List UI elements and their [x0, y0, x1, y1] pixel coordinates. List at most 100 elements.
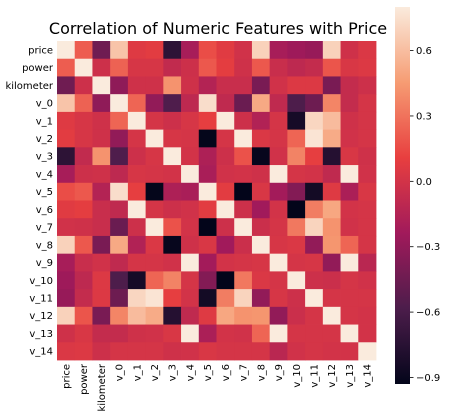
heatmap-cell-v_6-v_9: [269, 200, 288, 219]
heatmap-cell-v_11-v_8: [251, 289, 271, 308]
heatmap-cell-kilometer-v_4: [181, 76, 200, 95]
y-tick-label-v_0: v_0: [36, 99, 53, 110]
heatmap-cell-v_8-v_10: [287, 235, 306, 255]
y-tick-label-v_8: v_8: [36, 240, 53, 251]
x-tick-label-v_0: v_0: [115, 364, 126, 381]
heatmap-cell-v_0-v_13: [340, 94, 359, 113]
heatmap-cell-v_7-kilometer: [92, 218, 111, 237]
heatmap-cell-v_7-v_1: [127, 218, 147, 237]
heatmap-cell-v_13-v_3: [163, 324, 182, 343]
heatmap-cell-power-kilometer: [92, 58, 111, 77]
heatmap-cell-v_10-v_8: [251, 271, 271, 290]
x-tick-label-v_6: v_6: [221, 364, 232, 381]
heatmap-cell-v_4-v_14: [358, 165, 377, 184]
heatmap-cell-v_13-price: [57, 324, 76, 343]
heatmap-cell-v_8-price: [57, 235, 76, 255]
colorbar-tick-label: −0.6: [416, 308, 440, 319]
heatmap-cell-v_10-power: [74, 271, 93, 290]
heatmap-cell-v_12-v_0: [110, 306, 129, 325]
heatmap-cell-kilometer-v_10: [287, 76, 306, 95]
heatmap-cell-v_9-v_10: [287, 253, 306, 272]
heatmap-cell-v_3-v_13: [340, 147, 359, 166]
y-tick-label-v_1: v_1: [36, 116, 53, 127]
heatmap-cell-v_6-kilometer: [92, 200, 111, 219]
heatmap-cell-v_3-v_8: [251, 147, 271, 166]
heatmap-cell-v_1-v_10: [287, 111, 306, 131]
heatmap-cell-v_5-v_6: [216, 182, 235, 201]
heatmap-cell-v_7-v_10: [287, 218, 306, 237]
heatmap-cell-v_1-v_5: [198, 111, 217, 131]
heatmap-cell-v_1-v_14: [358, 111, 377, 131]
heatmap-cell-v_2-v_9: [269, 129, 288, 148]
heatmap-cell-v_8-v_8: [251, 235, 271, 255]
y-tick-label-v_13: v_13: [29, 329, 53, 340]
heatmap-cell-v_13-v_10: [287, 324, 306, 343]
heatmap-cell-v_14-v_14: [358, 342, 377, 361]
heatmap-cell-v_14-price: [57, 342, 76, 361]
heatmap-cell-v_10-v_5: [198, 271, 217, 290]
heatmap-cell-v_8-v_5: [198, 235, 217, 255]
heatmap-cell-v_0-v_5: [198, 94, 217, 113]
heatmap-cell-v_13-v_9: [269, 324, 288, 343]
heatmap-cell-v_3-v_12: [322, 147, 341, 166]
heatmap-cell-v_1-v_0: [110, 111, 129, 131]
heatmap-cell-v_2-v_6: [216, 129, 235, 148]
heatmap-cell-v_10-v_7: [234, 271, 253, 290]
heatmap-cell-v_13-v_11: [305, 324, 324, 343]
y-tick-label-v_7: v_7: [36, 223, 53, 234]
heatmap-cell-v_6-v_0: [110, 200, 129, 219]
heatmap-cell-v_13-v_7: [234, 324, 253, 343]
heatmap-cell-power-power: [74, 58, 93, 77]
heatmap-cell-v_5-v_10: [287, 182, 306, 201]
heatmap-cell-v_6-v_3: [163, 200, 182, 219]
heatmap-cell-v_4-price: [57, 165, 76, 184]
heatmap-cell-v_0-v_14: [358, 94, 377, 113]
heatmap-cell-kilometer-v_5: [198, 76, 217, 95]
heatmap-cell-kilometer-v_13: [340, 76, 359, 95]
y-tick-label-power: power: [22, 63, 54, 74]
heatmap-cell-v_0-power: [74, 94, 93, 113]
heatmap-cell-v_5-v_0: [110, 182, 129, 201]
heatmap-cell-v_4-v_11: [305, 165, 324, 184]
heatmap-cell-v_13-v_14: [358, 324, 377, 343]
heatmap-cell-v_5-v_2: [145, 182, 164, 201]
heatmap-cell-v_4-v_3: [163, 165, 182, 184]
heatmap-cell-v_14-v_8: [251, 342, 271, 361]
heatmap-cell-v_5-v_11: [305, 182, 324, 201]
heatmap-cell-v_0-v_11: [305, 94, 324, 113]
x-tick-label-v_4: v_4: [185, 364, 196, 381]
heatmap-cell-v_6-v_7: [234, 200, 253, 219]
heatmap-cell-v_3-v_2: [145, 147, 164, 166]
heatmap-cell-v_13-power: [74, 324, 93, 343]
heatmap-cell-v_12-v_6: [216, 306, 235, 325]
heatmap-cell-v_8-v_13: [340, 235, 359, 255]
heatmap-cell-v_5-v_1: [127, 182, 147, 201]
heatmap-cell-v_12-v_2: [145, 306, 164, 325]
heatmap-cell-v_9-v_2: [145, 253, 164, 272]
x-tick-label-v_2: v_2: [150, 364, 161, 381]
heatmap-cell-v_10-v_2: [145, 271, 164, 290]
heatmap-cell-v_1-v_11: [305, 111, 324, 131]
heatmap-cell-v_2-v_14: [358, 129, 377, 148]
heatmap-cell-price-v_7: [234, 41, 253, 60]
heatmap-cell-v_12-kilometer: [92, 306, 111, 325]
heatmap-cell-price-v_2: [145, 41, 164, 60]
heatmap-cell-v_2-v_13: [340, 129, 359, 148]
heatmap-cell-power-v_7: [234, 58, 253, 77]
heatmap-cell-v_5-v_4: [181, 182, 200, 201]
heatmap-cell-v_5-v_13: [340, 182, 359, 201]
heatmap-cell-v_1-v_9: [269, 111, 288, 131]
heatmap-cell-v_2-v_5: [198, 129, 217, 148]
heatmap-cell-v_5-power: [74, 182, 93, 201]
heatmap-cell-v_8-v_4: [181, 235, 200, 255]
heatmap-cell-v_14-v_2: [145, 342, 164, 361]
heatmap-cell-v_5-v_8: [251, 182, 271, 201]
heatmap-cell-v_7-v_11: [305, 218, 324, 237]
heatmap-cell-power-price: [57, 58, 76, 77]
heatmap-cell-kilometer-price: [57, 76, 76, 95]
heatmap-cell-v_12-power: [74, 306, 93, 325]
heatmap-cell-v_7-v_0: [110, 218, 129, 237]
heatmap-cell-v_12-v_10: [287, 306, 306, 325]
heatmap-cell-v_8-v_9: [269, 235, 288, 255]
